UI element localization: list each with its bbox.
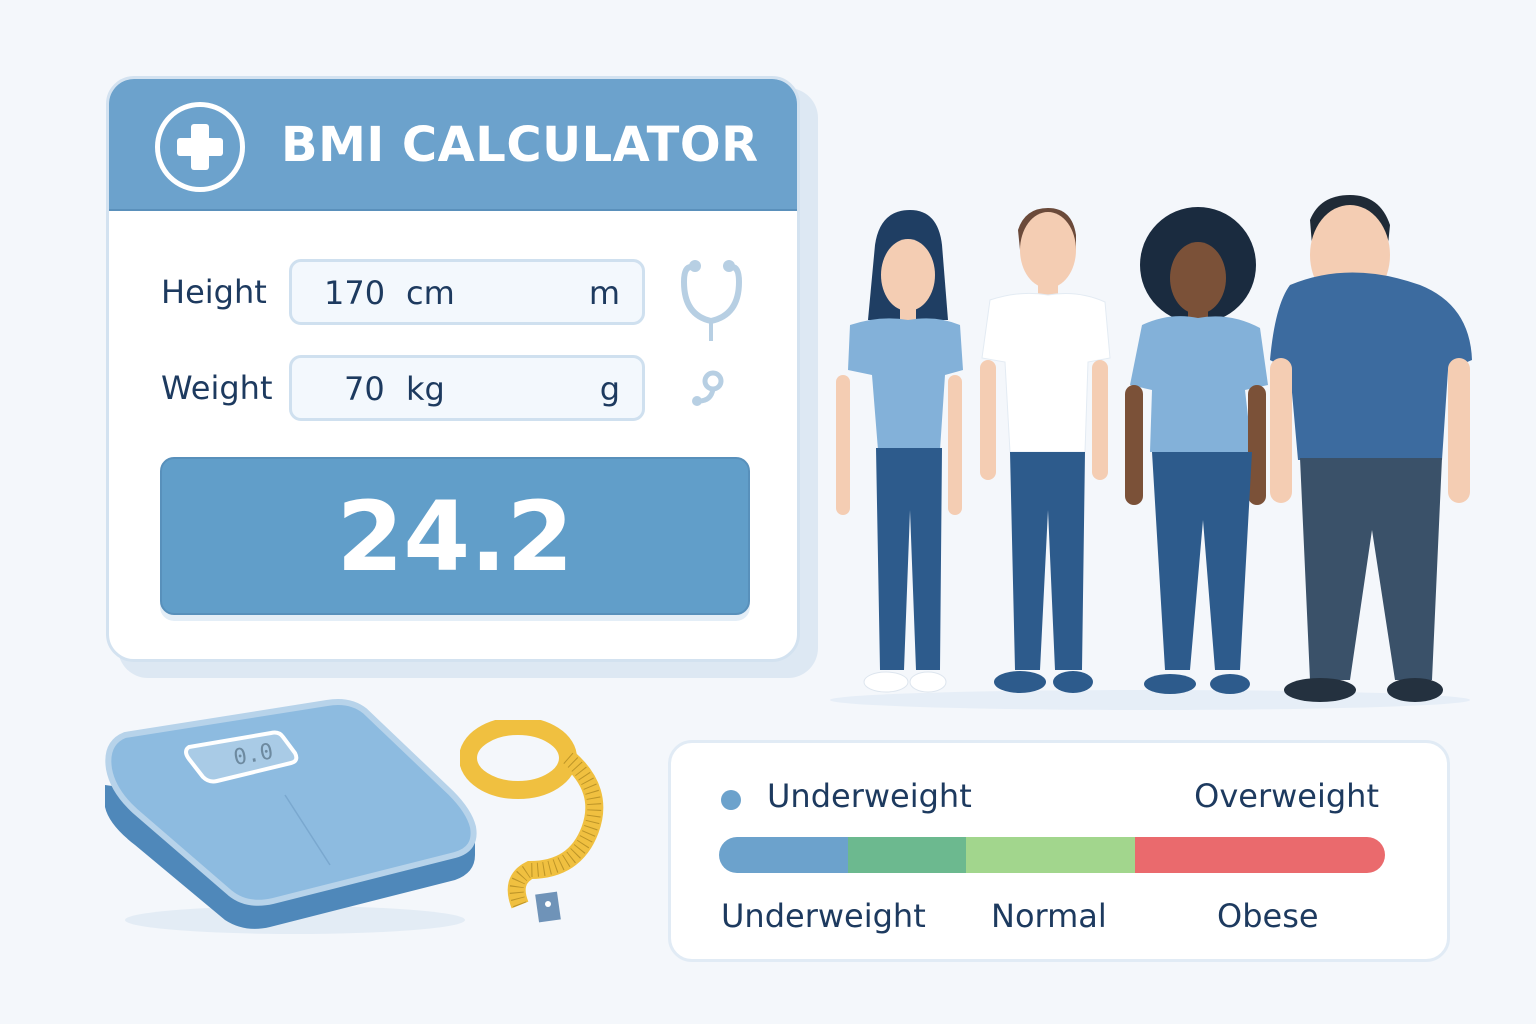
bmi-calculator-card: BMI CALCULATOR Height 170 cm m Weight 70… xyxy=(106,76,800,662)
bmi-result-display: 24.2 xyxy=(160,457,750,615)
calculator-header: BMI CALCULATOR xyxy=(109,79,797,211)
overweight-person xyxy=(1125,207,1268,694)
bmi-result-value: 24.2 xyxy=(336,481,574,593)
legend-top-left: Underweight xyxy=(767,777,972,815)
bmi-category-legend: Underweight Overweight Underweight Norma… xyxy=(668,740,1450,962)
bar-segment-obese xyxy=(1135,837,1385,873)
legend-label-underweight: Underweight xyxy=(721,897,926,935)
weight-label: Weight xyxy=(161,369,273,407)
bar-segment-normal xyxy=(966,837,1135,873)
stethoscope-chestpiece-icon xyxy=(692,370,724,406)
legend-marker-dot xyxy=(721,790,741,810)
bmi-scale-bar xyxy=(719,837,1385,873)
weight-unit-selector[interactable]: g xyxy=(599,370,620,408)
stethoscope-icon xyxy=(680,260,743,341)
height-unit-selector[interactable]: m xyxy=(588,274,620,312)
calculator-title: BMI CALCULATOR xyxy=(281,117,759,173)
height-input[interactable]: 170 cm m xyxy=(289,259,645,325)
legend-label-obese: Obese xyxy=(1217,897,1319,935)
height-label: Height xyxy=(161,273,267,311)
height-value: 170 xyxy=(324,274,386,312)
normal-person xyxy=(980,208,1111,693)
legend-label-normal: Normal xyxy=(991,897,1107,935)
bathroom-scale-icon: 0.0 xyxy=(105,699,477,934)
legend-top-right: Overweight xyxy=(1194,777,1379,815)
bar-segment-normal-low xyxy=(848,837,966,873)
measuring-tape-icon xyxy=(460,720,604,923)
obese-person xyxy=(1270,195,1472,702)
weight-unit: kg xyxy=(406,370,445,408)
height-unit: cm xyxy=(406,274,455,312)
medical-cross-icon xyxy=(155,102,245,192)
bar-segment-underweight xyxy=(719,837,848,873)
weight-value: 70 xyxy=(344,370,385,408)
body-types-illustration xyxy=(830,195,1472,710)
weight-input[interactable]: 70 kg g xyxy=(289,355,645,421)
underweight-person xyxy=(836,210,963,693)
